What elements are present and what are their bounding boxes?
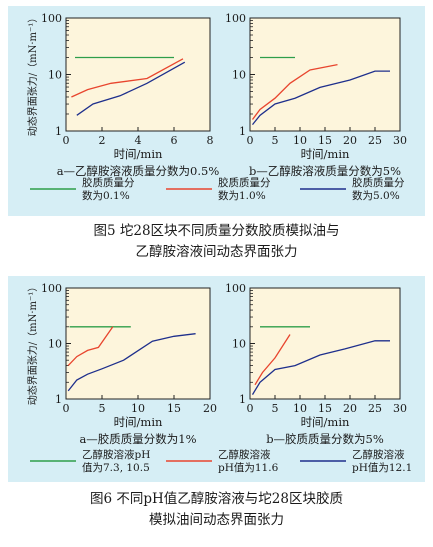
legend-line: 胶质质量分 [218, 176, 271, 189]
series-line-red [67, 326, 114, 367]
x-tick-label: 6 [171, 134, 178, 147]
x-tick-label: 20 [343, 402, 357, 415]
figure6-panel: 1 10 100 0 5 10 15 20 时间/min 动态界面张力/（mN·m⁻¹） a—胶质质… [8, 276, 425, 482]
x-tick-label: 4 [135, 134, 142, 147]
legend-line: pH值为12.1 [352, 461, 412, 474]
y-tick-label: 1 [55, 393, 62, 406]
x-tick-label: 5 [99, 402, 106, 415]
legend-label-red: 乙醇胺溶液 pH值为11.6 [218, 448, 279, 474]
legend-line: 数为1.0% [218, 189, 266, 202]
plot-area [249, 287, 401, 400]
x-tick-label: 20 [203, 402, 217, 415]
x-tick-label: 30 [393, 134, 407, 147]
x-tick-label: 15 [167, 402, 181, 415]
chart-0: 1 10 100 0 2 4 6 8 时间/min 动态界面张力/（mN·m⁻¹） a—乙醇胺溶液质… [26, 12, 219, 178]
x-tick-label: 0 [63, 134, 70, 147]
chart-1: 1 10 100 0 5 10 15 20 25 30 时间/min b—乙醇胺溶液质量分数为5% [225, 12, 407, 178]
x-tick-label: 10 [293, 134, 307, 147]
chart-3: 1 10 100 0 5 10 15 20 25 30 时间/min b—胶质质量分数为5% [225, 282, 407, 446]
x-tick-label: 0 [63, 402, 70, 415]
chart-subtitle: a—乙醇胺溶液质量分数为0.5% [57, 164, 220, 178]
legend-line: 胶质质量分 [82, 176, 135, 189]
y-tick-label: 1 [55, 125, 62, 138]
legend-line: 乙醇胺溶液 [352, 448, 405, 461]
x-tick-label: 8 [207, 134, 214, 147]
figure5-caption: 图5 坨28区块不同质量分数胶质模拟油与 乙醇胺溶液间动态界面张力 [0, 221, 433, 263]
y-axis-label: 动态界面张力/（mN·m⁻¹） [26, 282, 39, 406]
series-line-red [71, 58, 184, 98]
legend-label-blue: 乙醇胺溶液 pH值为12.1 [352, 448, 412, 474]
legend-line: 乙醇胺溶液 [218, 448, 271, 461]
x-axis-label: 时间/min [114, 147, 163, 161]
series-line-red [254, 334, 291, 386]
legend-line: 数为5.0% [352, 189, 400, 202]
x-tick-label: 10 [131, 402, 145, 415]
y-tick-label: 1 [239, 125, 246, 138]
legend-line: 值为7.3, 10.5 [82, 461, 150, 474]
plot-area [65, 287, 211, 400]
legend-label-green: 乙醇胺溶液pH 值为7.3, 10.5 [82, 448, 150, 474]
x-tick-label: 10 [293, 402, 307, 415]
legend-label-red: 胶质质量分数为1.0% [218, 176, 271, 202]
chart-subtitle: b—乙醇胺溶液质量分数为5% [249, 164, 401, 178]
y-tick-label: 10 [48, 69, 62, 82]
x-axis-label: 时间/min [301, 415, 350, 429]
series-line-blue [251, 340, 390, 395]
legend-label-green: 胶质质量分数为0.1% [82, 176, 135, 202]
y-tick-label: 10 [232, 338, 246, 351]
x-tick-label: 15 [318, 134, 332, 147]
y-tick-label: 100 [41, 12, 62, 25]
x-tick-label: 25 [368, 402, 382, 415]
x-axis-label: 时间/min [114, 415, 163, 429]
x-tick-label: 0 [247, 402, 254, 415]
x-tick-label: 5 [272, 134, 279, 147]
x-axis-label: 时间/min [301, 147, 350, 161]
y-tick-label: 1 [239, 393, 246, 406]
legend-line: 数为0.1% [82, 189, 130, 202]
plot-area [249, 17, 401, 132]
x-tick-label: 5 [272, 402, 279, 415]
figure6-caption-line2: 模拟油间动态界面张力 [149, 512, 284, 528]
figure5-panel: 1 10 100 0 2 4 6 8 时间/min 动态界面张力/（mN·m⁻¹） a—乙醇胺溶液质… [8, 6, 425, 216]
figure5-caption-line2: 乙醇胺溶液间动态界面张力 [135, 244, 298, 260]
chart-subtitle: a—胶质质量分数为1% [79, 432, 196, 446]
y-tick-label: 100 [225, 282, 246, 295]
series-line-blue [67, 333, 196, 392]
x-tick-label: 2 [99, 134, 106, 147]
y-tick-label: 10 [48, 338, 62, 351]
figure6-caption-line1: 图6 不同pH值乙醇胺溶液与坨28区块胶质 [90, 491, 343, 507]
x-tick-label: 0 [247, 134, 254, 147]
x-tick-label: 15 [318, 402, 332, 415]
legend-line: 乙醇胺溶液pH [82, 448, 150, 461]
plot-area [65, 17, 211, 132]
y-tick-label: 100 [225, 12, 246, 25]
chart-subtitle: b—胶质质量分数为5% [266, 432, 384, 446]
figure5-caption-line1: 图5 坨28区块不同质量分数胶质模拟油与 [93, 223, 340, 239]
y-tick-label: 100 [41, 282, 62, 295]
series-line-blue [76, 61, 186, 116]
x-tick-label: 30 [393, 402, 407, 415]
x-tick-label: 20 [343, 134, 357, 147]
y-axis-label: 动态界面张力/（mN·m⁻¹） [26, 13, 39, 137]
figure6-caption: 图6 不同pH值乙醇胺溶液与坨28区块胶质 模拟油间动态界面张力 [0, 489, 433, 531]
legend-line: 胶质质量分 [352, 176, 405, 189]
chart-2: 1 10 100 0 5 10 15 20 时间/min 动态界面张力/（mN·m⁻¹） a—胶质质… [26, 282, 217, 446]
series-line-red [251, 63, 338, 120]
series-line-blue [251, 70, 390, 126]
y-tick-label: 10 [232, 69, 246, 82]
legend-line: pH值为11.6 [218, 461, 279, 474]
x-tick-label: 25 [368, 134, 382, 147]
legend-label-blue: 胶质质量分数为5.0% [352, 176, 405, 202]
